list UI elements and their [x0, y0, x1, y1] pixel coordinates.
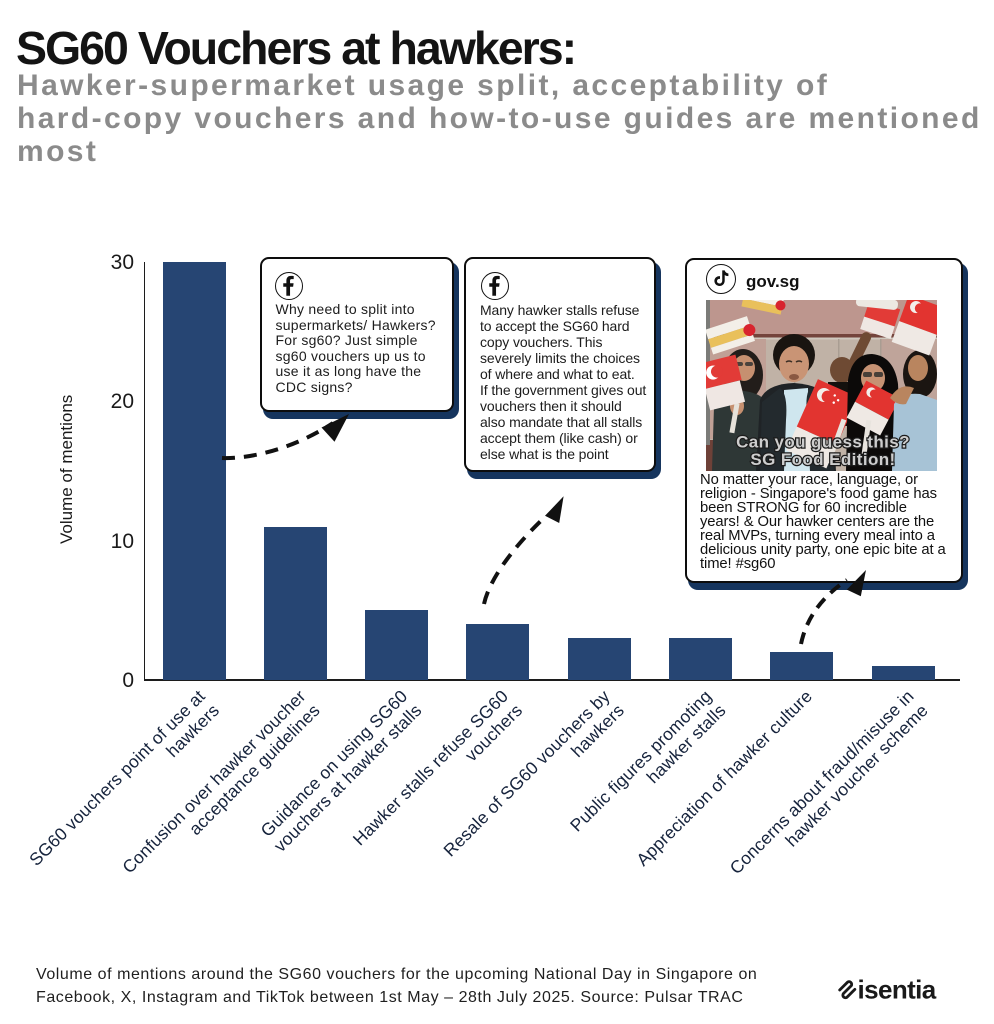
- svg-text:SG Food Edition!: SG Food Edition!: [750, 450, 895, 469]
- svg-text:Can you guess this?: Can you guess this?: [736, 432, 910, 451]
- svg-text:isentia: isentia: [858, 975, 937, 1005]
